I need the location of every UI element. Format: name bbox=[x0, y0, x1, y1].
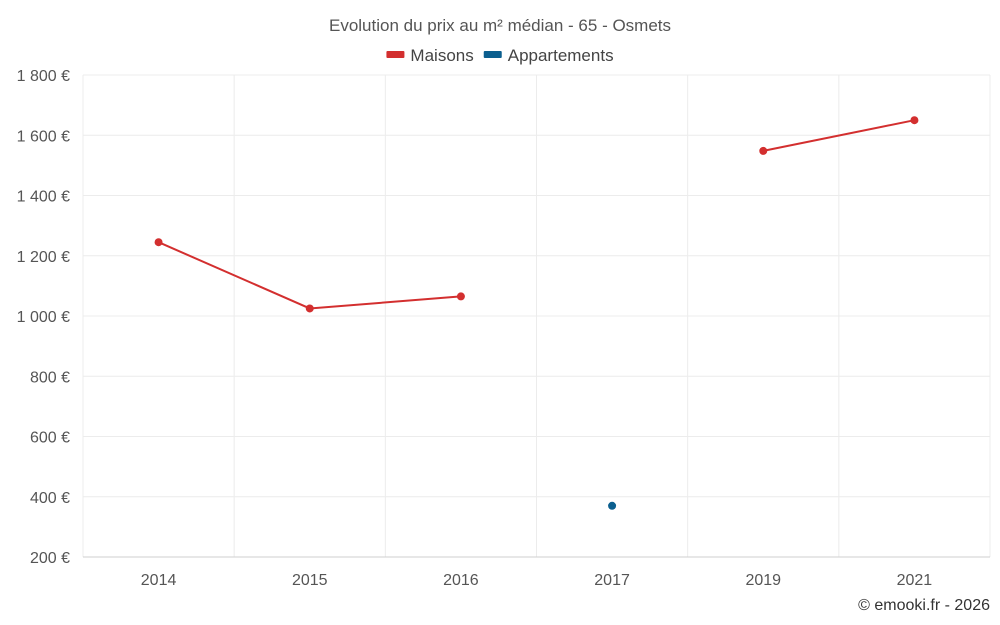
x-tick-label: 2014 bbox=[141, 572, 177, 589]
x-tick-label: 2017 bbox=[594, 572, 630, 589]
credit-text: © emooki.fr - 2026 bbox=[858, 597, 990, 614]
series-line bbox=[763, 119, 915, 152]
x-axis-ticks: 2014 2015 2016 2017 2019 2021 bbox=[141, 572, 933, 589]
x-tick-label: 2021 bbox=[897, 572, 933, 589]
series-appartements bbox=[608, 501, 617, 510]
y-tick-label: 600 € bbox=[30, 430, 70, 447]
x-tick-label: 2015 bbox=[292, 572, 328, 589]
data-point bbox=[154, 238, 163, 247]
x-tick-label: 2016 bbox=[443, 572, 479, 589]
data-point bbox=[305, 304, 314, 313]
y-tick-label: 1 800 € bbox=[17, 68, 70, 85]
chart-title: Evolution du prix au m² médian - 65 - Os… bbox=[329, 16, 671, 35]
legend-label: Appartements bbox=[508, 46, 614, 65]
y-tick-label: 200 € bbox=[30, 550, 70, 567]
y-tick-label: 1 600 € bbox=[17, 128, 70, 145]
legend-label: Maisons bbox=[410, 46, 473, 65]
legend-item-appartements: Appartements bbox=[483, 46, 614, 65]
legend-item-maisons: Maisons bbox=[386, 46, 474, 65]
y-axis-ticks: 200 € 400 € 600 € 800 € 1 000 € 1 200 € 1 400 … bbox=[17, 68, 70, 567]
y-tick-label: 400 € bbox=[30, 490, 70, 507]
legend-swatch bbox=[483, 51, 502, 58]
series-line bbox=[158, 241, 461, 310]
horizontal-gridlines bbox=[83, 74, 990, 558]
data-point bbox=[456, 292, 465, 301]
data-point bbox=[759, 146, 768, 155]
y-tick-label: 800 € bbox=[30, 369, 70, 386]
y-tick-label: 1 000 € bbox=[17, 309, 70, 326]
series-maisons bbox=[154, 116, 919, 313]
data-point bbox=[608, 501, 617, 510]
y-tick-label: 1 400 € bbox=[17, 189, 70, 206]
legend-swatch bbox=[386, 51, 405, 58]
y-tick-label: 1 200 € bbox=[17, 249, 70, 266]
x-tick-label: 2019 bbox=[745, 572, 781, 589]
data-point bbox=[910, 116, 919, 125]
legend: Maisons Appartements bbox=[386, 46, 614, 65]
series-layer bbox=[154, 116, 919, 510]
